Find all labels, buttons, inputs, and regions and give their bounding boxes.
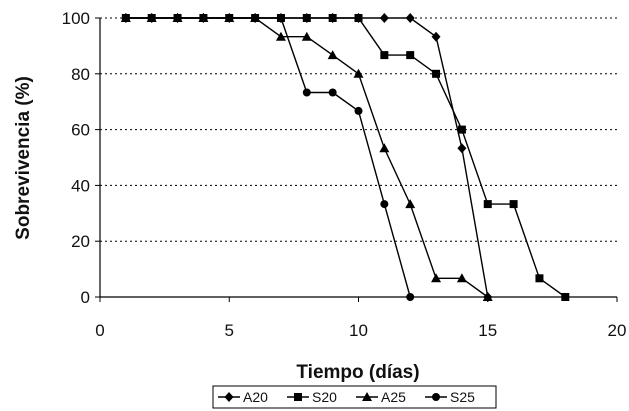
series-line-s25: [125, 17, 411, 298]
data-point-s25: [302, 88, 311, 97]
series-group: [120, 13, 570, 302]
data-point-s25: [199, 14, 208, 22]
data-point-s25: [380, 200, 389, 209]
series-s25: [121, 14, 415, 301]
tick-labels: 0 20 40 60 80 100 0 5 10 15 20: [62, 9, 627, 340]
data-point-s20: [457, 125, 466, 134]
legend-item-a25: A25: [356, 389, 406, 405]
data-point-s25: [173, 14, 182, 22]
legend-marker: [224, 392, 234, 402]
data-point-s25: [147, 14, 156, 22]
data-point-s20: [535, 274, 544, 283]
data-point-a25: [405, 199, 416, 209]
data-point-a20: [431, 31, 441, 42]
data-point-a20: [405, 13, 415, 23]
data-point-a25: [482, 292, 493, 301]
series-s20: [121, 14, 570, 301]
data-point-s20: [432, 69, 441, 78]
y-tick-label: 100: [62, 9, 90, 28]
data-point-a25: [327, 50, 338, 60]
data-point-s25: [328, 88, 337, 97]
data-point-s25: [251, 14, 260, 22]
data-point-s25: [276, 14, 285, 22]
data-point-s25: [225, 14, 234, 22]
series-a25: [120, 13, 493, 301]
data-point-a20: [379, 13, 389, 23]
data-point-s20: [483, 200, 492, 209]
y-axis-title: Sobrevivencia (%): [13, 76, 34, 240]
legend: A20 S20 A25 S25: [212, 385, 497, 409]
data-point-s20: [354, 14, 363, 22]
x-tick-label: 10: [349, 321, 368, 340]
legend-label: S25: [450, 389, 475, 405]
x-tick-label: 15: [478, 321, 497, 340]
legend-marker: [362, 392, 372, 401]
legend-item-s25: S25: [425, 389, 475, 405]
data-point-s20: [561, 293, 570, 301]
data-point-s20: [406, 51, 415, 60]
data-point-s20: [380, 51, 389, 60]
legend-item-s20: S20: [287, 389, 337, 405]
legend-marker: [294, 393, 302, 401]
data-point-s25: [406, 293, 415, 301]
x-axis-title: Tiempo (días): [296, 362, 419, 383]
series-line-a25: [125, 17, 489, 298]
y-tick-label: 60: [71, 121, 90, 140]
data-point-a25: [275, 31, 286, 41]
legend-marker: [432, 393, 440, 401]
data-point-a25: [353, 68, 364, 78]
legend-label: A20: [243, 389, 268, 405]
x-tick-label: 20: [608, 321, 627, 340]
axes: [95, 17, 618, 302]
x-tick-label: 0: [95, 321, 104, 340]
data-point-a25: [301, 31, 312, 41]
series-a20: [121, 13, 493, 302]
data-point-a25: [456, 273, 467, 283]
data-point-s20: [302, 14, 311, 22]
legend-label: A25: [381, 389, 406, 405]
data-point-a25: [431, 273, 442, 283]
legend-box: [212, 385, 497, 409]
legend-item-a20: A20: [218, 389, 268, 405]
data-point-a25: [379, 143, 390, 153]
y-tick-label: 20: [71, 232, 90, 251]
data-point-s25: [121, 14, 130, 22]
gridlines: [100, 17, 617, 242]
data-point-a20: [457, 143, 467, 154]
series-line-a20: [125, 17, 489, 298]
legend-items: A20 S20 A25 S25: [218, 389, 475, 405]
legend-label: S20: [312, 389, 337, 405]
data-point-s20: [509, 200, 518, 209]
y-tick-label: 80: [71, 65, 90, 84]
y-tick-label: 40: [71, 176, 90, 195]
series-line-s20: [125, 17, 566, 298]
y-tick-label: 0: [81, 288, 90, 307]
data-point-s20: [328, 14, 337, 22]
data-point-s25: [354, 106, 363, 115]
x-tick-label: 5: [225, 321, 234, 340]
